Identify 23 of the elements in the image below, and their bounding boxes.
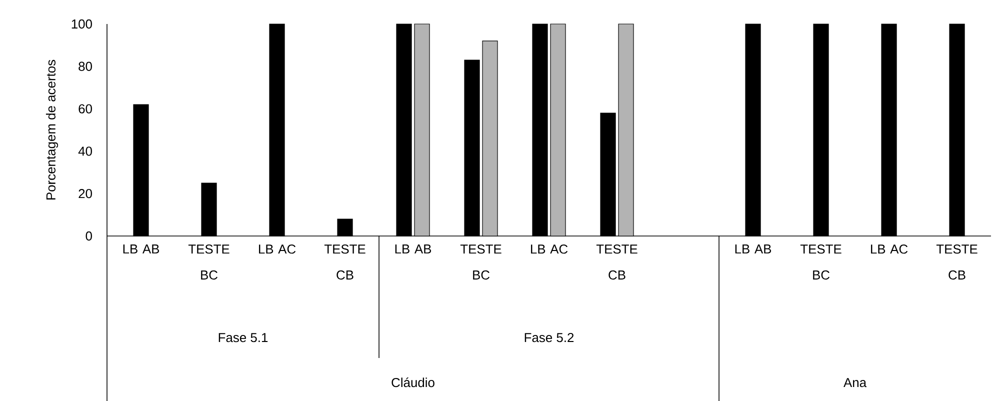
text: Ana: [844, 378, 867, 388]
x-tick-label: LB AC: [531, 244, 568, 254]
y-axis-title: Porcentagem de acertos: [46, 60, 58, 200]
text: Fase 5.2: [524, 332, 574, 342]
x-tick-label: LB AB: [123, 244, 160, 254]
category-label: TESTE CB: [596, 244, 638, 280]
category-label: TESTE BC: [800, 244, 842, 280]
text: Cláudio: [392, 377, 434, 388]
category-label: TESTE CB: [936, 244, 978, 280]
category-label: TESTE CB: [324, 244, 366, 280]
y-tick-label: 100: [72, 19, 92, 29]
x-tick-label: LB AC: [258, 244, 296, 254]
text: Fase 5.1: [218, 333, 268, 342]
y-tick-label: 20: [78, 189, 92, 198]
y-tick-label: 0: [86, 231, 92, 241]
x-tick-label: LB AB: [735, 244, 772, 254]
y-tick-label: 60: [78, 104, 92, 114]
y-tick-label: 40: [78, 146, 92, 156]
x-tick-label: LB AB: [395, 244, 432, 254]
x-tick-label: LB AC: [871, 244, 908, 254]
category-label: TESTE BC: [188, 244, 230, 280]
category-label: TESTE BC: [460, 244, 502, 280]
y-tick-label: 80: [78, 62, 92, 71]
